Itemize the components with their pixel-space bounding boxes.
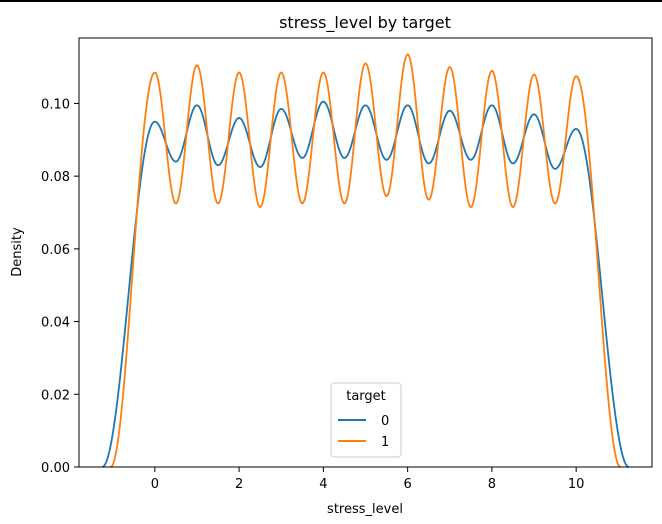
y-tick-label: 0.06	[41, 243, 70, 258]
x-tick-label: 0	[151, 477, 159, 492]
legend-entry-1: 1	[381, 435, 389, 450]
x-tick-label: 6	[403, 477, 411, 492]
y-tick-label: 0.02	[41, 388, 70, 403]
density-curve-1	[110, 53, 621, 468]
top-border	[0, 0, 662, 2]
x-axis-label: stress_level	[327, 502, 403, 517]
y-tick-label: 0.00	[41, 461, 70, 476]
legend: target 0 1	[330, 382, 402, 458]
chart-title: stress_level by target	[279, 13, 451, 33]
x-tick-label: 2	[235, 477, 243, 492]
plot-frame	[78, 37, 653, 468]
legend-entry-0: 0	[381, 414, 389, 429]
curves-layer	[101, 53, 630, 468]
legend-title: target	[346, 389, 386, 404]
y-axis-ticks: 0.00 0.02 0.04 0.06 0.08 0.10	[41, 97, 79, 476]
y-tick-label: 0.10	[41, 97, 70, 112]
x-tick-label: 10	[568, 477, 585, 492]
density-curve-0	[101, 100, 630, 468]
y-axis-label: Density	[10, 227, 25, 277]
y-tick-label: 0.04	[41, 316, 70, 331]
x-tick-label: 4	[319, 477, 327, 492]
y-tick-label: 0.08	[41, 170, 70, 185]
x-axis-ticks: 0 2 4 6 8 10	[151, 467, 585, 492]
x-tick-label: 8	[488, 477, 496, 492]
